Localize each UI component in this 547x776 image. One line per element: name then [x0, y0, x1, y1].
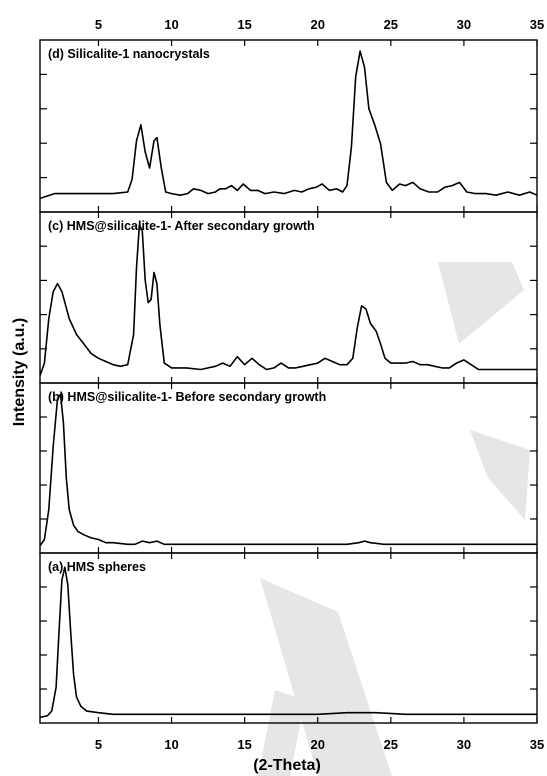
x-tick-label-top: 15 — [237, 17, 251, 32]
panel-frame — [39, 382, 538, 554]
panel-title: (a) HMS spheres — [48, 560, 146, 574]
x-tick-label-top: 20 — [311, 17, 325, 32]
y-axis-label: Intensity (a.u.) — [11, 318, 28, 426]
x-tick-label-top: 35 — [530, 17, 544, 32]
bottom-x-axis: 5 10 15 20 25 30 35 — [95, 737, 544, 752]
watermark-shape — [258, 262, 530, 776]
panel-2: (b) HMS@silicalite-1- Before secondary g… — [39, 382, 538, 554]
panel-title: (c) HMS@silicalite-1- After secondary gr… — [48, 219, 315, 233]
top-x-axis: 5 10 15 20 25 30 35 — [95, 17, 544, 32]
x-tick-label-top: 25 — [384, 17, 398, 32]
panels-group: (d) Silicalite-1 nanocrystals (c) HMS@sil… — [39, 39, 538, 724]
x-tick-label-top: 5 — [95, 17, 102, 32]
panel-0: (d) Silicalite-1 nanocrystals — [39, 39, 538, 213]
x-tick-label-bottom: 20 — [311, 737, 325, 752]
x-tick-label-top: 30 — [457, 17, 471, 32]
x-axis-label: (2-Theta) — [253, 757, 321, 774]
x-tick-label-bottom: 35 — [530, 737, 544, 752]
panel-title: (b) HMS@silicalite-1- Before secondary g… — [48, 390, 326, 404]
xrd-pattern-line — [39, 393, 537, 547]
x-tick-label-bottom: 10 — [164, 737, 178, 752]
x-tick-label-top: 10 — [164, 17, 178, 32]
x-tick-label-bottom: 5 — [95, 737, 102, 752]
xrd-pattern-line — [39, 566, 537, 719]
x-tick-label-bottom: 25 — [384, 737, 398, 752]
xrd-pattern-line — [39, 50, 538, 200]
xrd-pattern-line — [39, 224, 537, 377]
x-tick-label-bottom: 15 — [237, 737, 251, 752]
panel-frame — [39, 552, 538, 724]
panel-title: (d) Silicalite-1 nanocrystals — [48, 47, 210, 61]
panel-3: (a) HMS spheres — [39, 552, 538, 724]
x-tick-label-bottom: 30 — [457, 737, 471, 752]
